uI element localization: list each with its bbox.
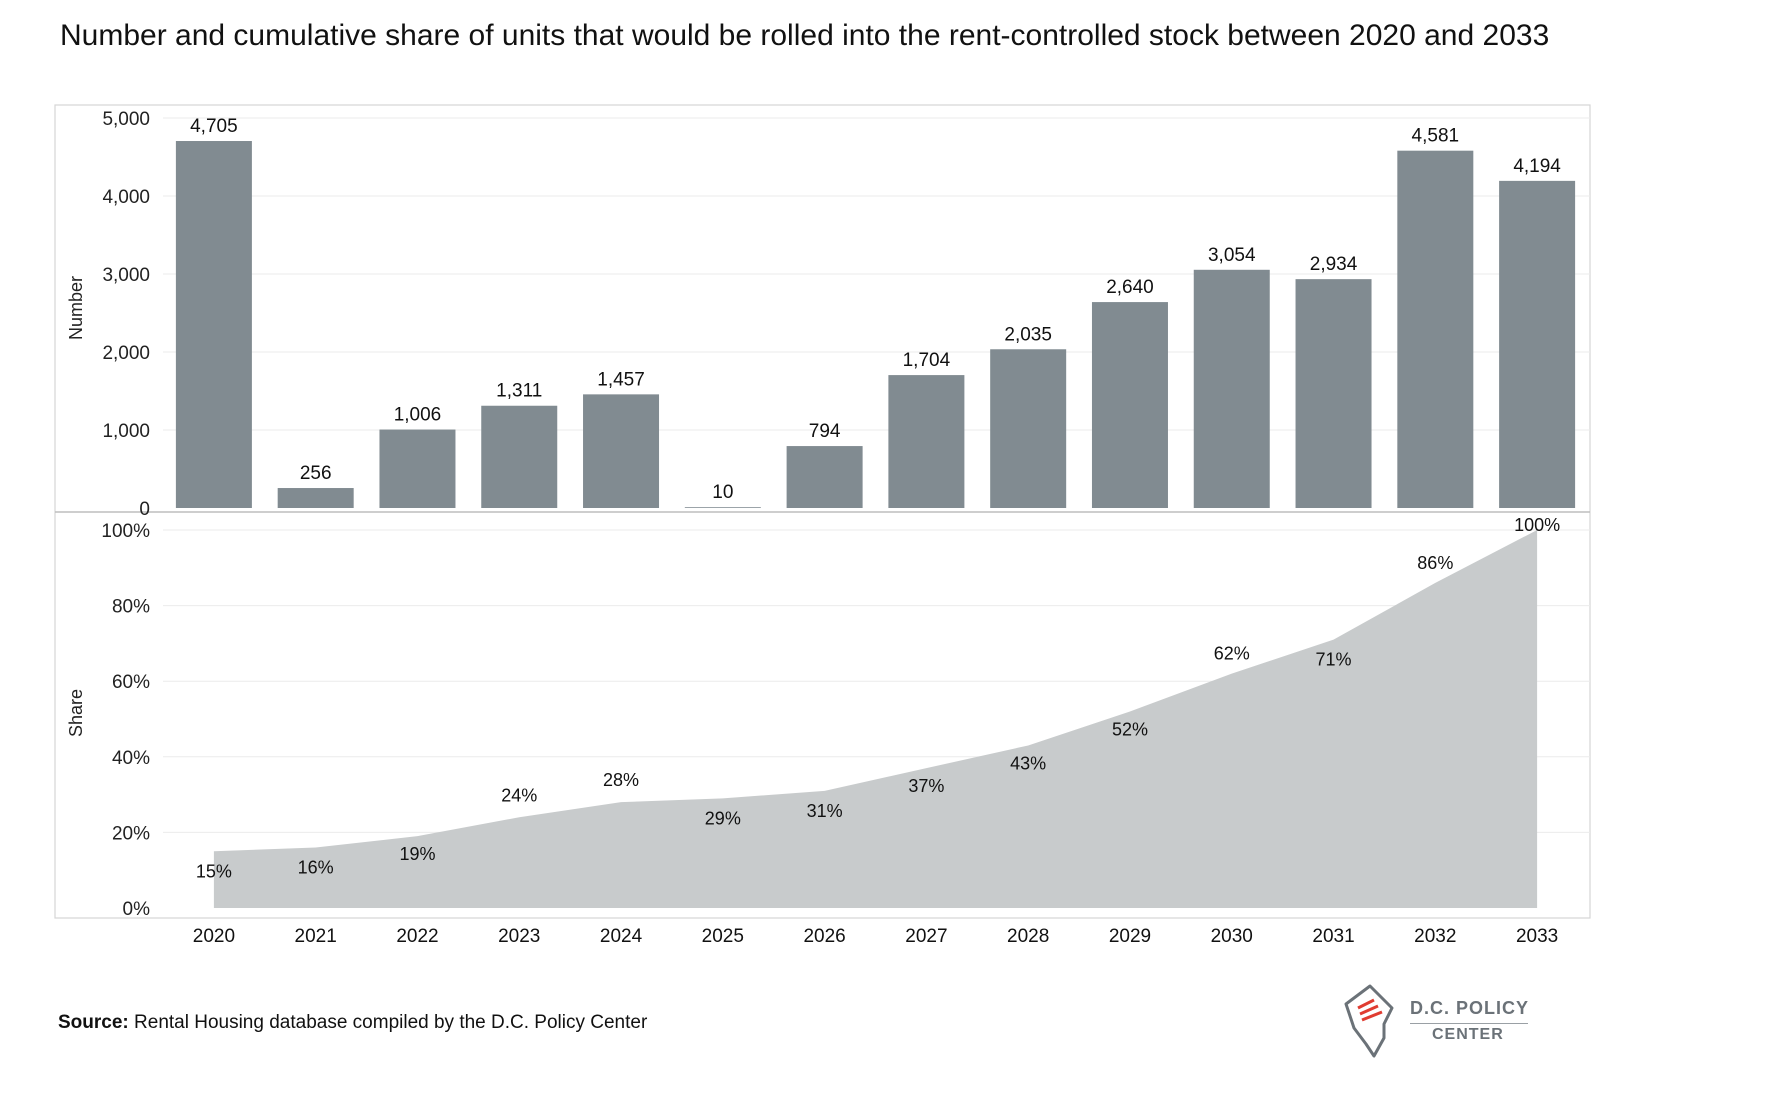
share-value-label: 86%	[1417, 553, 1453, 573]
share-value-label: 19%	[399, 844, 435, 864]
share-y-axis-label: Share	[66, 689, 86, 737]
bar-value-label: 2,640	[1106, 277, 1154, 298]
bar-value-label: 1,006	[394, 405, 442, 426]
share-value-label: 16%	[298, 858, 334, 878]
logo-text-line2: CENTER	[1432, 1026, 1504, 1043]
x-tick-label: 2021	[295, 926, 337, 947]
x-tick-label: 2028	[1007, 926, 1049, 947]
bar-value-label: 4,705	[190, 116, 238, 137]
x-tick-label: 2024	[600, 926, 643, 947]
dc-map-icon	[1344, 984, 1394, 1058]
x-tick-label: 2029	[1109, 926, 1151, 947]
share-value-label: 37%	[908, 776, 944, 796]
bar-y-tick-label: 3,000	[102, 265, 150, 286]
bar-value-label: 3,054	[1208, 245, 1256, 266]
bar-value-label: 794	[809, 421, 841, 442]
share-y-tick-label: 0%	[123, 899, 151, 920]
x-tick-label: 2033	[1516, 926, 1558, 947]
x-tick-label: 2027	[905, 926, 947, 947]
share-value-label: 62%	[1214, 644, 1250, 664]
x-tick-label: 2023	[498, 926, 540, 947]
bar-value-label: 4,581	[1412, 126, 1460, 147]
bar-value-label: 1,704	[903, 350, 951, 371]
source-label: Source:	[58, 1012, 129, 1033]
bar-value-label: 1,457	[597, 369, 645, 390]
bar-2020	[175, 141, 252, 508]
bar-y-tick-label: 0	[139, 499, 150, 520]
bar-value-label: 10	[712, 482, 733, 503]
bar-y-tick-label: 1,000	[102, 421, 150, 442]
bar-2022	[379, 429, 456, 508]
share-value-label: 31%	[807, 801, 843, 821]
bar-value-label: 256	[300, 463, 332, 484]
dc-policy-center-logo: D.C. POLICY CENTER	[1340, 984, 1540, 1064]
bar-y-tick-label: 5,000	[102, 109, 150, 130]
share-y-tick-label: 60%	[112, 672, 150, 693]
x-tick-label: 2031	[1312, 926, 1354, 947]
logo-text-line1: D.C. POLICY	[1410, 998, 1530, 1018]
logo-divider	[1410, 1023, 1528, 1024]
bar-2031	[1295, 279, 1372, 508]
bar-2029	[1091, 302, 1168, 508]
source-text: Rental Housing database compiled by the …	[128, 1012, 648, 1033]
x-tick-label: 2022	[396, 926, 438, 947]
share-y-tick-label: 40%	[112, 748, 150, 769]
bar-2023	[481, 405, 558, 508]
x-tick-label: 2026	[803, 926, 845, 947]
bar-2025	[684, 507, 761, 508]
share-value-label: 29%	[705, 808, 741, 828]
bar-2030	[1193, 269, 1270, 508]
share-y-tick-label: 80%	[112, 597, 150, 618]
bar-2027	[888, 375, 965, 508]
x-tick-label: 2032	[1414, 926, 1456, 947]
bar-2032	[1397, 150, 1474, 508]
bar-2026	[786, 446, 863, 508]
share-value-label: 24%	[501, 785, 537, 805]
x-tick-label: 2030	[1211, 926, 1253, 947]
bar-y-axis-label: Number	[66, 276, 86, 340]
share-value-label: 52%	[1112, 719, 1148, 739]
bar-2024	[583, 394, 660, 508]
share-value-label: 71%	[1316, 650, 1352, 670]
bar-2033	[1499, 180, 1576, 509]
share-area	[213, 530, 1538, 908]
x-tick-label: 2020	[193, 926, 235, 947]
bar-value-label: 4,194	[1513, 156, 1561, 177]
share-value-label: 15%	[196, 861, 232, 881]
share-value-label: 100%	[1514, 515, 1560, 535]
bar-2028	[990, 349, 1067, 508]
bar-value-label: 2,035	[1004, 324, 1052, 345]
bar-value-label: 2,934	[1310, 254, 1358, 275]
chart-canvas: 0 1,000 2,000 3,000 4,000 5,000 Number 4,705 256…	[54, 104, 1591, 947]
source-note: Source: Rental Housing database compiled…	[58, 1012, 647, 1034]
share-value-label: 43%	[1010, 753, 1046, 773]
bar-y-tick-label: 4,000	[102, 187, 150, 208]
bar-2021	[277, 488, 354, 508]
share-y-tick-label: 20%	[112, 823, 150, 844]
share-y-tick-label: 100%	[101, 521, 150, 542]
bar-value-label: 1,311	[496, 381, 542, 402]
share-value-label: 28%	[603, 770, 639, 790]
x-tick-label: 2025	[702, 926, 744, 947]
chart-title: Number and cumulative share of units tha…	[60, 19, 1550, 52]
bar-y-tick-label: 2,000	[102, 343, 150, 364]
